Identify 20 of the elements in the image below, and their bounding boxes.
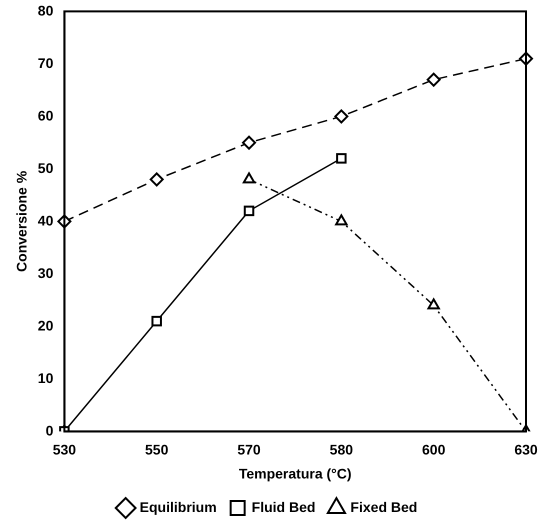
x-tick-label: 630 <box>514 442 538 458</box>
y-tick-label: 30 <box>38 264 54 281</box>
x-tick-label: 580 <box>330 442 354 458</box>
y-tick-label: 0 <box>46 422 54 438</box>
y-tick-label: 40 <box>38 212 54 228</box>
x-tick-label: 550 <box>145 442 169 458</box>
y-axis-title: Conversione % <box>13 170 30 272</box>
y-tick-label: 80 <box>38 2 54 18</box>
x-tick-label: 570 <box>237 442 261 458</box>
x-tick-label: 530 <box>52 442 76 458</box>
legend-label: Fluid Bed <box>252 498 316 515</box>
y-tick-label: 50 <box>38 160 54 176</box>
y-tick-label: 20 <box>38 317 54 334</box>
y-tick-label: 70 <box>38 54 54 71</box>
x-tick-label: 600 <box>422 442 446 458</box>
y-tick-label: 60 <box>38 107 54 124</box>
legend-label: Fixed Bed <box>350 498 418 515</box>
x-axis-title: Temperatura (°C) <box>238 465 352 482</box>
legend-label: Equilibrium <box>140 498 217 515</box>
y-tick-label: 10 <box>38 370 54 386</box>
